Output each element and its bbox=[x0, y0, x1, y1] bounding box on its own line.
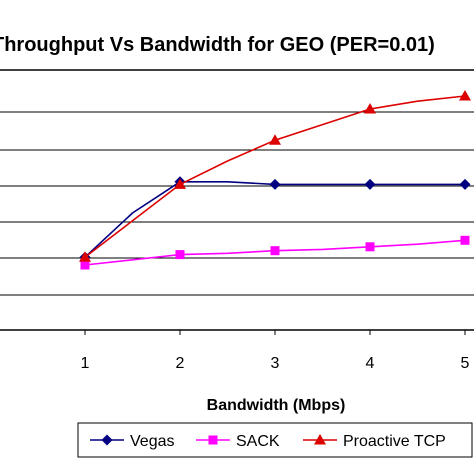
plot-frame bbox=[0, 69, 474, 331]
x-tick-label-2: 2 bbox=[176, 355, 185, 372]
point-proactive-tcp-x4 bbox=[364, 103, 376, 114]
point-proactive-tcp-x5 bbox=[459, 90, 471, 101]
legend-label-sack: SACK bbox=[236, 433, 280, 450]
point-sack-x2 bbox=[175, 250, 185, 260]
x-axis-ticks: 1 2 3 4 5 bbox=[81, 330, 470, 372]
point-proactive-tcp-x1 bbox=[79, 251, 91, 262]
series-sack bbox=[80, 235, 470, 270]
point-sack-x5 bbox=[460, 235, 470, 245]
x-tick-label-3: 3 bbox=[271, 355, 280, 372]
point-vegas-x4 bbox=[364, 178, 376, 190]
series-vegas bbox=[79, 176, 471, 263]
point-vegas-x5 bbox=[459, 178, 471, 190]
point-sack-x1 bbox=[80, 260, 90, 270]
legend: Vegas SACK Proactive TCP bbox=[77, 422, 473, 458]
legend-marker-proactive-tcp bbox=[314, 434, 326, 445]
x-tick-label-1: 1 bbox=[81, 355, 90, 372]
legend-box bbox=[77, 422, 473, 458]
series-proactive-tcp bbox=[79, 90, 471, 262]
legend-label-vegas: Vegas bbox=[130, 433, 174, 450]
point-proactive-tcp-x3 bbox=[269, 134, 281, 145]
legend-label-proactive-tcp: Proactive TCP bbox=[343, 433, 446, 450]
plot-area bbox=[0, 69, 474, 331]
point-proactive-tcp-x2 bbox=[174, 178, 186, 189]
point-vegas-x3 bbox=[269, 178, 281, 190]
legend-marker-vegas bbox=[101, 434, 113, 446]
point-sack-x4 bbox=[365, 242, 375, 252]
legend-marker-sack bbox=[208, 435, 218, 445]
x-axis-label: Bandwidth (Mbps) bbox=[207, 397, 346, 414]
x-tick-label-4: 4 bbox=[366, 355, 375, 372]
point-sack-x3 bbox=[270, 246, 280, 256]
x-tick-label-5: 5 bbox=[461, 355, 470, 372]
chart-title: Throughput Vs Bandwidth for GEO (PER=0.0… bbox=[0, 34, 435, 56]
